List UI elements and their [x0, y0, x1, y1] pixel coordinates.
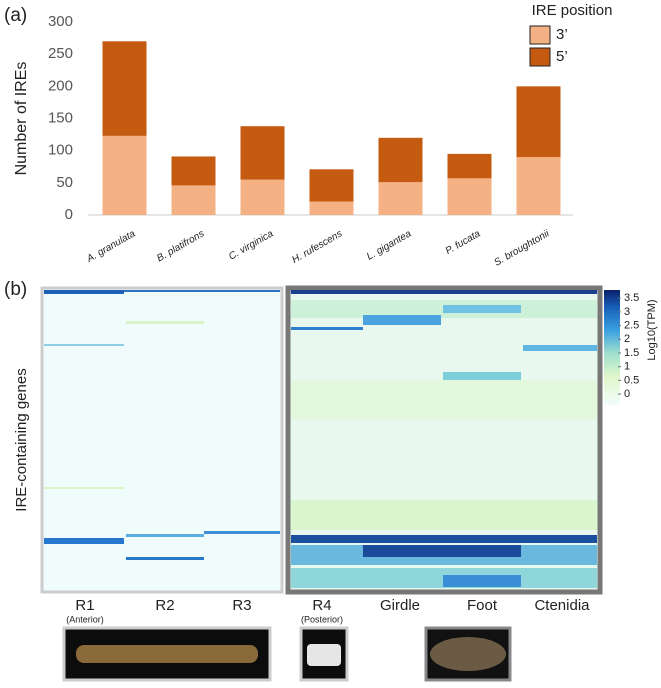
bar-segment [516, 86, 561, 158]
bar-segment [447, 153, 492, 179]
x-tick-label: P. fucata [444, 228, 483, 257]
column-label: Girdle [380, 597, 420, 614]
legend-swatch [529, 47, 551, 67]
x-tick-label: B. platifrons [155, 228, 206, 264]
x-tick-label: L. gigantea [365, 228, 414, 262]
legend-label: 3’ [556, 26, 568, 43]
x-tick-label: C. virginica [227, 228, 276, 262]
bar-segment [102, 135, 147, 215]
bar-segment [378, 182, 423, 215]
x-tick-label: S. broughtonii [492, 228, 552, 269]
colorbar-label: Log10(TPM) [646, 299, 658, 360]
y-tick-label: 0 [65, 206, 73, 223]
column-label: Ctenidia [534, 597, 590, 614]
bar-segment [447, 178, 492, 215]
panel-label: (a) [4, 5, 27, 26]
legend-label: 5’ [556, 48, 568, 65]
bar-segment [240, 126, 285, 180]
colorbar-tick-label: 3.5 [624, 292, 639, 304]
x-tick-label: H. rufescens [290, 228, 344, 266]
bar-segment [309, 201, 354, 215]
legend-swatch [529, 25, 551, 45]
column-label: R1 [75, 597, 94, 614]
heatmap-left [40, 286, 284, 594]
y-tick-label: 250 [48, 45, 73, 62]
y-tick-label: 50 [56, 174, 73, 191]
colorbar-tick-label: 0 [624, 388, 630, 400]
colorbar-tick-label: 2.5 [624, 320, 639, 332]
colorbar-tick-label: 3 [624, 306, 630, 318]
y-axis-label: Number of IREs [13, 62, 30, 176]
bar-segment [378, 137, 423, 183]
column-label: R2 [155, 597, 174, 614]
x-tick-label: A. granulata [84, 228, 137, 265]
colorbar-tick-label: 2 [624, 333, 630, 345]
colorbar-tick-label: 0.5 [624, 374, 639, 386]
bar-segment [309, 169, 354, 202]
y-axis-label: IRE-containing genes [13, 368, 30, 511]
bar-segment [171, 156, 216, 186]
bar-segment [171, 185, 216, 215]
column-label: R3 [232, 597, 251, 614]
colorbar-tick-label: 1.5 [624, 347, 639, 359]
panel-label: (b) [4, 279, 27, 300]
bar-segment [240, 179, 285, 215]
column-note: (Anterior) [66, 614, 104, 624]
column-label: Foot [467, 597, 498, 614]
colorbar [604, 290, 620, 405]
y-tick-label: 150 [48, 109, 73, 126]
legend-title: IRE position [532, 2, 613, 19]
bar-segment [516, 157, 561, 215]
colorbar-tick-label: 1 [624, 361, 630, 373]
photos [62, 626, 512, 682]
column-label: R4 [312, 597, 331, 614]
bar-segment [102, 41, 147, 136]
heatmap-right [285, 285, 603, 595]
y-tick-label: 300 [48, 13, 73, 30]
y-tick-label: 200 [48, 77, 73, 94]
y-tick-label: 100 [48, 142, 73, 159]
column-note: (Posterior) [301, 614, 343, 624]
